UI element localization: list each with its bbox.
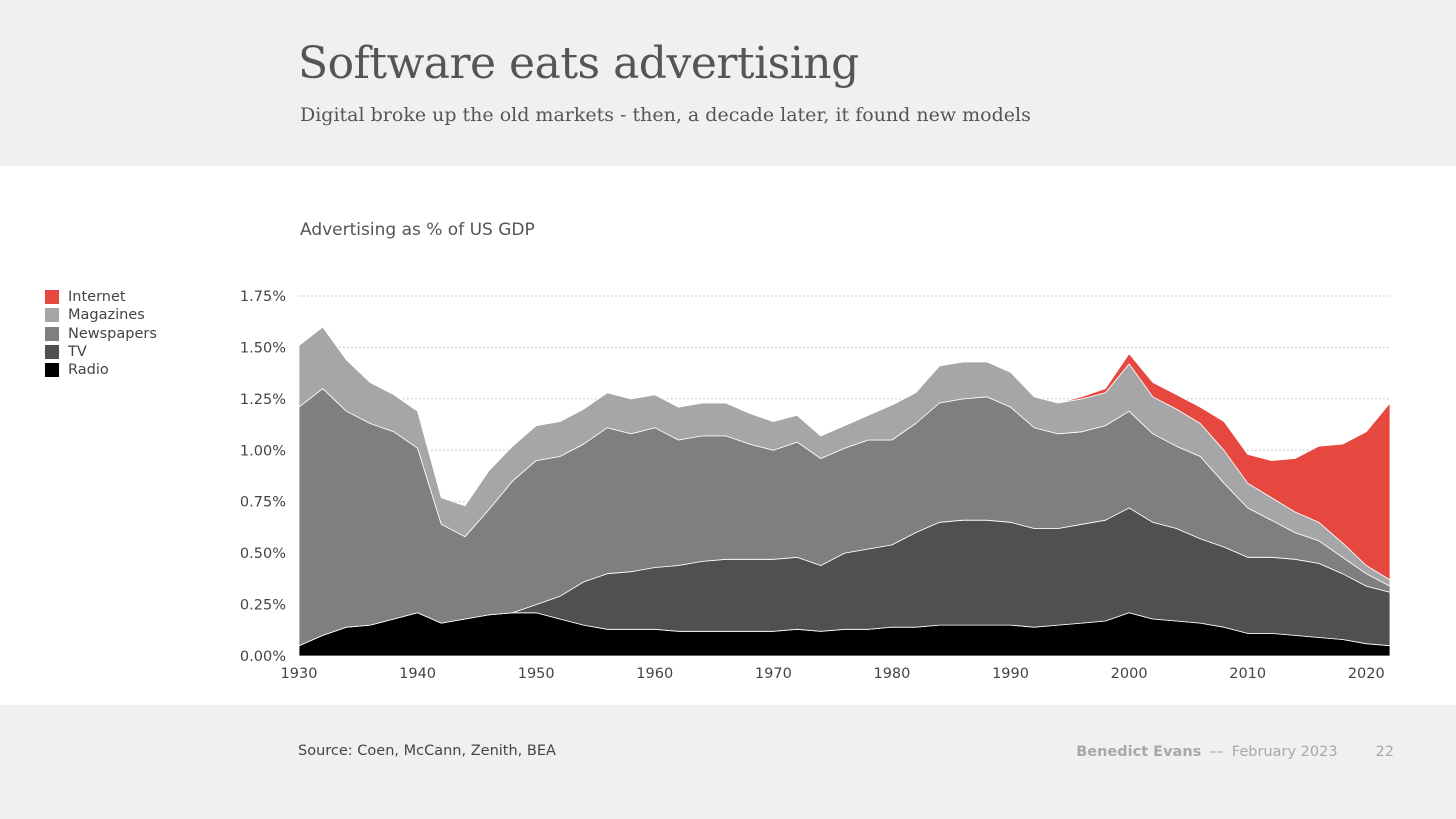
y-tick-label: 0.25% [240,598,286,614]
x-tick-label: 1980 [873,666,910,682]
legend-label-newspapers: Newspapers [68,325,157,342]
legend-item-internet: Internet [45,288,157,306]
area-series-internet [298,326,1391,581]
x-tick-label: 1940 [399,666,436,682]
y-tick-label: 1.25% [240,392,286,408]
slide-subtitle: Digital broke up the old markets - then,… [300,104,1031,126]
y-tick-label: 0.00% [240,649,286,665]
x-tick-label: 2010 [1229,666,1266,682]
legend-label-internet: Internet [68,289,126,306]
page-number: 22 [1375,744,1394,760]
footer-separator: –– [1209,744,1224,760]
x-tick-label: 1930 [281,666,318,682]
footer-date: February 2023 [1231,744,1338,760]
legend-label-magazines: Magazines [68,307,145,324]
chart-legend: Internet Magazines Newspapers TV Radio [45,288,157,379]
y-tick-label: 0.50% [240,546,286,562]
legend-swatch-newspapers [45,326,59,341]
legend-swatch-internet [45,290,59,305]
legend-item-tv: TV [45,343,157,361]
chart-title: Advertising as % of US GDP [300,220,535,240]
legend-item-radio: Radio [45,361,157,379]
legend-label-tv: TV [68,344,87,361]
legend-swatch-magazines [45,308,59,323]
footer-credit: Benedict Evans –– February 2023 22 [1076,744,1394,760]
legend-label-radio: Radio [68,362,109,379]
slide-title: Software eats advertising [298,38,859,89]
x-tick-label: 1950 [518,666,555,682]
y-tick-label: 1.50% [240,340,286,356]
x-tick-label: 2000 [1111,666,1148,682]
x-tick-label: 1970 [755,666,792,682]
y-tick-label: 1.00% [240,443,286,459]
y-tick-label: 0.75% [240,495,286,511]
legend-item-magazines: Magazines [45,306,157,324]
x-tick-label: 1960 [636,666,673,682]
x-tick-label: 1990 [992,666,1029,682]
source-note: Source: Coen, McCann, Zenith, BEA [298,743,556,759]
legend-swatch-tv [45,345,59,360]
legend-swatch-radio [45,363,59,378]
y-tick-label: 1.75% [240,289,286,305]
author-name: Benedict Evans [1076,744,1202,760]
x-tick-label: 2020 [1348,666,1385,682]
slide-header: Software eats advertising Digital broke … [0,0,1456,166]
legend-item-newspapers: Newspapers [45,325,157,343]
